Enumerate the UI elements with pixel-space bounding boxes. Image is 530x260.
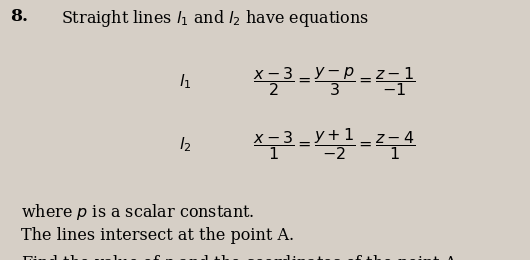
Text: $\dfrac{x-3}{1} = \dfrac{y+1}{-2} = \dfrac{z-4}{1}$: $\dfrac{x-3}{1} = \dfrac{y+1}{-2} = \dfr… bbox=[253, 126, 415, 162]
Text: $\dfrac{x-3}{2} = \dfrac{y-p}{3} = \dfrac{z-1}{-1}$: $\dfrac{x-3}{2} = \dfrac{y-p}{3} = \dfra… bbox=[253, 66, 415, 98]
Text: Straight lines $l_1$ and $l_2$ have equations: Straight lines $l_1$ and $l_2$ have equa… bbox=[61, 8, 369, 29]
Text: $l_2$: $l_2$ bbox=[179, 135, 192, 154]
Text: Find the value of $p$ and the coordinates of the point A.: Find the value of $p$ and the coordinate… bbox=[21, 254, 462, 260]
Text: where $p$ is a scalar constant.: where $p$ is a scalar constant. bbox=[21, 202, 255, 222]
Text: The lines intersect at the point A.: The lines intersect at the point A. bbox=[21, 228, 294, 244]
Text: $l_1$: $l_1$ bbox=[179, 73, 192, 91]
Text: 8.: 8. bbox=[11, 8, 29, 25]
